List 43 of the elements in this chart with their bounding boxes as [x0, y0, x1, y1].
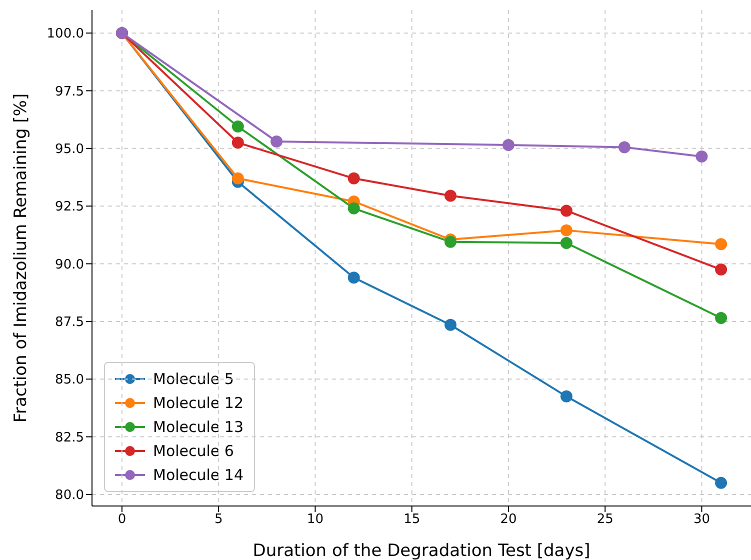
x-tick-label: 0	[118, 512, 126, 528]
y-tick-label: 82.5	[55, 430, 84, 446]
point	[444, 190, 456, 202]
x-axis-title: Duration of the Degradation Test [days]	[252, 541, 590, 560]
y-tick-label: 97.5	[55, 84, 84, 100]
y-tick-label: 87.5	[55, 315, 84, 330]
y-tick-label: 95.0	[55, 142, 84, 158]
point	[232, 120, 244, 132]
x-tick-label: 15	[404, 512, 420, 528]
point	[715, 476, 728, 489]
point	[502, 138, 514, 151]
point	[232, 136, 244, 149]
point	[715, 312, 728, 324]
x-tick-label: 10	[306, 512, 324, 528]
point	[560, 204, 572, 217]
legend-label: Molecule 14	[153, 465, 244, 486]
x-tick-label: 20	[500, 512, 517, 528]
point	[618, 141, 630, 154]
x-tick-label: 5	[214, 512, 223, 528]
point	[444, 318, 456, 331]
y-tick-label: 80.0	[55, 488, 84, 504]
point	[715, 264, 728, 276]
point	[560, 390, 572, 402]
point	[715, 238, 728, 250]
y-tick-label: 85.0	[55, 372, 84, 388]
x-tick-label: 25	[596, 512, 614, 528]
legend-label: Molecule 6	[153, 441, 234, 462]
point	[560, 224, 572, 236]
point	[696, 150, 708, 162]
x-tick-label: 30	[693, 512, 710, 528]
point	[348, 172, 360, 184]
point	[560, 237, 572, 250]
y-axis-title: Fraction of Imidazolium Remaining [%]	[11, 93, 32, 423]
y-tick-label: 100.0	[46, 26, 84, 42]
y-tick-label: 90.0	[55, 257, 84, 272]
point	[348, 272, 360, 284]
point	[232, 172, 244, 184]
y-tick-label: 92.5	[55, 200, 84, 215]
point	[270, 136, 283, 148]
legend-label: Molecule 13	[153, 417, 244, 438]
legend-label: Molecule 5	[153, 369, 234, 390]
point	[348, 202, 360, 214]
legend-label: Molecule 12	[153, 393, 244, 414]
